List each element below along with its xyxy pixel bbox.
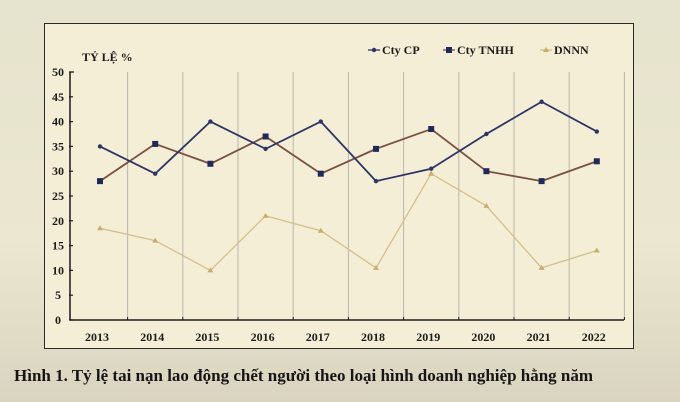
series-line [99, 173, 597, 272]
y-axis: 0 5 10 15 20 25 30 35 40 45 50 [52, 65, 74, 327]
gridlines [127, 72, 625, 320]
x-tick-label: 2018 [361, 330, 385, 344]
x-tick-label: 2015 [195, 330, 219, 344]
y-tick-label: 15 [52, 239, 64, 253]
triangle-marker [317, 227, 324, 233]
x-tick-label: 2017 [306, 330, 330, 344]
triangle-marker [207, 267, 214, 273]
triangle-marker [262, 212, 269, 218]
square-marker [207, 160, 214, 167]
triangle-marker [428, 170, 435, 176]
series-line [99, 100, 598, 183]
dot-marker [373, 178, 379, 184]
square-marker [483, 168, 490, 175]
dot-marker [539, 99, 544, 104]
dot-marker [484, 131, 489, 137]
x-axis: 2013 2014 2015 2016 2017 2018 2019 2020 2021 2022 [70, 317, 625, 344]
square-marker [262, 133, 269, 140]
dot-marker [371, 47, 377, 53]
dot-marker [318, 119, 323, 124]
x-tick-label: 2014 [140, 330, 164, 344]
triangle-marker [593, 247, 600, 253]
legend-item: Cty TNHH [443, 43, 514, 57]
dot-marker [97, 144, 103, 149]
square-marker [593, 158, 600, 165]
chart-frame [44, 23, 634, 349]
triangle-marker [97, 225, 103, 231]
x-tick-label: 2013 [85, 330, 109, 344]
dot-marker [153, 171, 158, 176]
y-tick-label: 5 [55, 288, 61, 302]
square-marker [97, 178, 103, 185]
data-series [97, 99, 600, 273]
square-marker [373, 145, 379, 152]
y-axis-label: TỶ LỆ % [82, 50, 133, 64]
square-marker [317, 170, 324, 177]
triangle-marker [483, 202, 490, 208]
y-tick-label: 40 [52, 115, 64, 129]
x-tick-label: 2019 [416, 330, 440, 344]
square-marker [428, 126, 435, 133]
square-marker [538, 178, 545, 185]
y-tick-label: 45 [52, 90, 64, 104]
y-tick-label: 10 [52, 263, 64, 277]
legend: Cty CP Cty TNHH DNNN [368, 43, 589, 57]
square-marker [446, 47, 452, 53]
dot-marker [594, 129, 599, 134]
legend-item: Cty CP [368, 43, 420, 57]
dot-marker [429, 166, 434, 171]
series-dnnn [97, 170, 600, 273]
legend-item: DNNN [540, 43, 589, 57]
y-tick-label: 0 [55, 313, 61, 327]
triangle-marker [543, 47, 549, 52]
legend-label: Cty CP [382, 43, 420, 57]
y-tick-label: 35 [52, 139, 64, 153]
legend-label: Cty TNHH [457, 43, 514, 57]
x-tick-label: 2020 [471, 330, 495, 344]
x-tick-label: 2016 [251, 330, 275, 344]
square-marker [152, 140, 159, 147]
figure-caption: Hình 1. Tỷ lệ tai nạn lao động chết ngườ… [14, 366, 594, 385]
y-tick-label: 30 [52, 164, 64, 178]
y-tick-label: 50 [52, 65, 64, 79]
x-tick-label: 2022 [582, 330, 606, 344]
y-tick-label: 25 [52, 189, 64, 203]
triangle-marker [152, 237, 159, 243]
triangle-marker [373, 264, 379, 270]
dot-marker [263, 146, 268, 152]
legend-label: DNNN [554, 43, 589, 57]
series-cty-tnhh [97, 126, 600, 185]
x-tick-label: 2021 [527, 330, 551, 344]
dot-marker [208, 119, 213, 124]
y-tick-label: 20 [52, 214, 64, 228]
triangle-marker [538, 264, 545, 270]
series-line [99, 128, 598, 183]
series-cty-cp [97, 99, 599, 184]
